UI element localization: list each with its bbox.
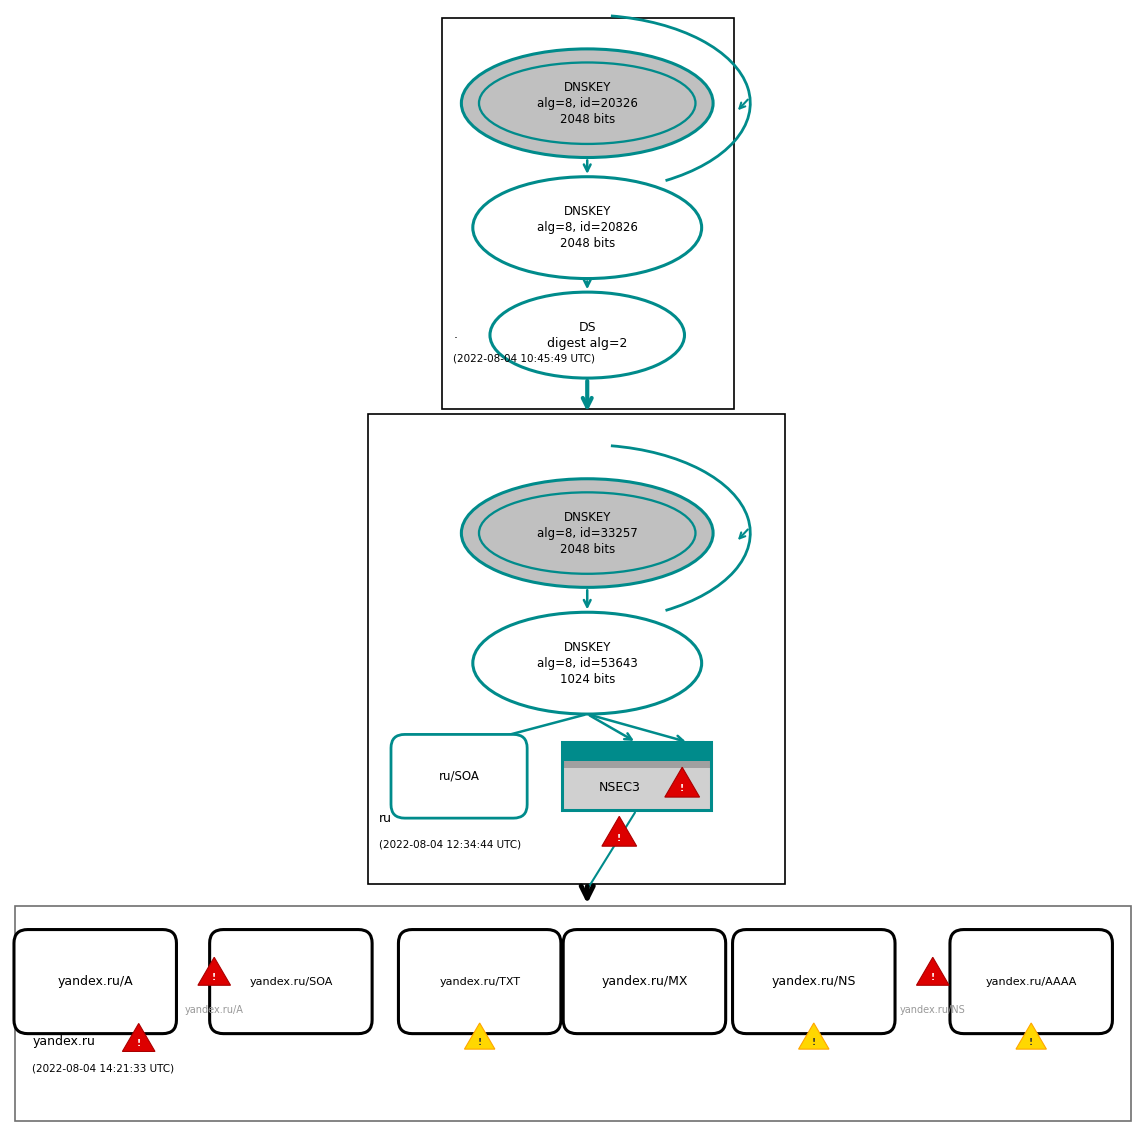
Text: ru/SOA: ru/SOA bbox=[438, 770, 479, 782]
Text: DNSKEY
alg=8, id=20326
2048 bits: DNSKEY alg=8, id=20326 2048 bits bbox=[537, 81, 638, 126]
Text: yandex.ru/TXT: yandex.ru/TXT bbox=[439, 976, 521, 987]
Polygon shape bbox=[1016, 1023, 1046, 1049]
Text: !: ! bbox=[136, 1039, 141, 1048]
Text: !: ! bbox=[212, 973, 217, 982]
Text: yandex.ru/A: yandex.ru/A bbox=[185, 1005, 243, 1015]
Polygon shape bbox=[465, 1023, 494, 1049]
Text: yandex.ru/SOA: yandex.ru/SOA bbox=[249, 976, 333, 987]
Ellipse shape bbox=[473, 177, 702, 279]
Polygon shape bbox=[123, 1024, 155, 1051]
Text: !: ! bbox=[477, 1038, 482, 1047]
FancyBboxPatch shape bbox=[733, 930, 895, 1033]
Text: DNSKEY
alg=8, id=33257
2048 bits: DNSKEY alg=8, id=33257 2048 bits bbox=[537, 510, 638, 556]
Text: !: ! bbox=[930, 973, 935, 982]
FancyBboxPatch shape bbox=[562, 743, 711, 761]
Text: !: ! bbox=[617, 833, 622, 843]
FancyBboxPatch shape bbox=[391, 735, 528, 818]
FancyBboxPatch shape bbox=[562, 768, 711, 810]
FancyBboxPatch shape bbox=[563, 930, 726, 1033]
Text: .: . bbox=[453, 328, 458, 340]
Text: ru: ru bbox=[379, 812, 392, 824]
Text: (2022-08-04 12:34:44 UTC): (2022-08-04 12:34:44 UTC) bbox=[379, 840, 521, 849]
Text: yandex.ru/MX: yandex.ru/MX bbox=[601, 975, 688, 988]
Text: (2022-08-04 10:45:49 UTC): (2022-08-04 10:45:49 UTC) bbox=[453, 354, 595, 363]
Text: (2022-08-04 14:21:33 UTC): (2022-08-04 14:21:33 UTC) bbox=[32, 1064, 174, 1074]
FancyBboxPatch shape bbox=[950, 930, 1113, 1033]
Text: !: ! bbox=[680, 785, 685, 794]
Polygon shape bbox=[665, 768, 700, 797]
Polygon shape bbox=[602, 816, 637, 846]
Ellipse shape bbox=[473, 612, 702, 714]
Text: NSEC3: NSEC3 bbox=[599, 780, 640, 794]
Polygon shape bbox=[798, 1023, 829, 1049]
Text: DNSKEY
alg=8, id=53643
1024 bits: DNSKEY alg=8, id=53643 1024 bits bbox=[537, 641, 638, 686]
Text: DNSKEY
alg=8, id=20826
2048 bits: DNSKEY alg=8, id=20826 2048 bits bbox=[537, 205, 638, 251]
Text: !: ! bbox=[1029, 1038, 1033, 1047]
Polygon shape bbox=[916, 957, 949, 985]
Ellipse shape bbox=[461, 49, 713, 158]
Text: yandex.ru/NS: yandex.ru/NS bbox=[900, 1005, 966, 1015]
FancyBboxPatch shape bbox=[562, 761, 711, 768]
Ellipse shape bbox=[490, 293, 685, 378]
Text: DS
digest alg=2: DS digest alg=2 bbox=[547, 321, 627, 349]
Ellipse shape bbox=[461, 479, 713, 587]
FancyBboxPatch shape bbox=[442, 18, 734, 408]
FancyBboxPatch shape bbox=[15, 906, 1131, 1122]
FancyBboxPatch shape bbox=[210, 930, 372, 1033]
Text: yandex.ru/NS: yandex.ru/NS bbox=[772, 975, 856, 988]
Polygon shape bbox=[198, 957, 231, 985]
Text: yandex.ru: yandex.ru bbox=[32, 1034, 95, 1048]
Text: yandex.ru/A: yandex.ru/A bbox=[57, 975, 133, 988]
Text: yandex.ru/AAAA: yandex.ru/AAAA bbox=[985, 976, 1077, 987]
FancyBboxPatch shape bbox=[367, 414, 786, 883]
FancyBboxPatch shape bbox=[398, 930, 561, 1033]
FancyBboxPatch shape bbox=[14, 930, 177, 1033]
Text: !: ! bbox=[812, 1038, 816, 1047]
